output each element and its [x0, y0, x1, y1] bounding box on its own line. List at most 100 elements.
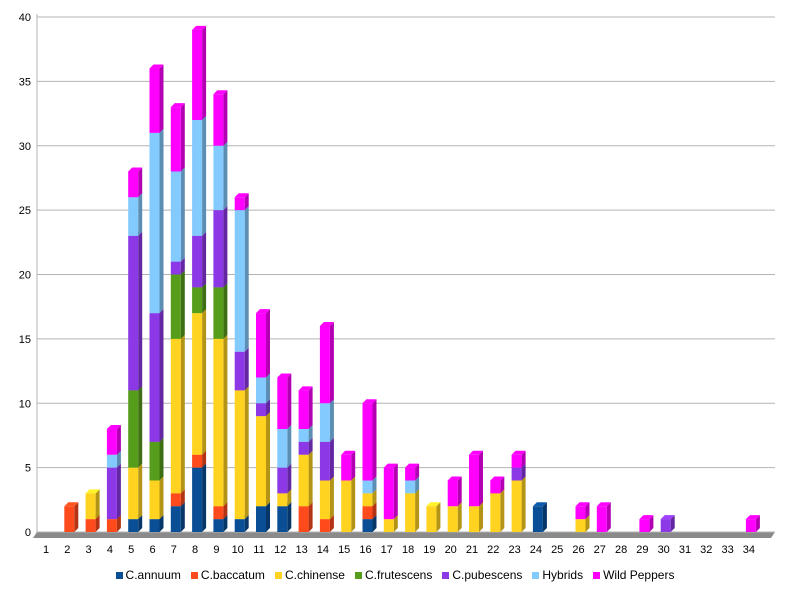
bar-segment	[362, 493, 373, 507]
bar-side	[372, 502, 377, 520]
bar-side	[585, 515, 590, 532]
bar-segment	[170, 107, 181, 172]
bar-segment	[319, 403, 330, 442]
x-tick-label: 14	[317, 544, 329, 556]
bar-segment	[234, 197, 245, 211]
legend-swatch	[593, 571, 601, 579]
legend-item: C.frutescens	[354, 568, 432, 582]
bar-segment	[341, 454, 352, 481]
bar-top	[298, 386, 313, 391]
bar-top	[256, 309, 270, 314]
bar-side	[159, 515, 164, 532]
bar-segment	[447, 480, 458, 507]
bar-segment	[469, 454, 479, 507]
bar-segment	[277, 493, 288, 507]
bar-side	[180, 489, 185, 507]
bar-segment	[85, 519, 96, 532]
bar-side	[180, 257, 185, 275]
bar-segment	[149, 519, 160, 532]
bar-segment	[490, 493, 501, 532]
y-tick-label: 30	[19, 141, 31, 153]
bar-segment	[298, 506, 309, 532]
bar-side	[542, 502, 547, 532]
bar-side	[457, 476, 462, 507]
x-tick-label: 24	[530, 544, 542, 556]
bar-segment	[192, 467, 203, 532]
bar-side	[159, 128, 164, 314]
bar-side	[393, 463, 398, 520]
bar-side	[202, 116, 207, 236]
bar-side	[393, 515, 398, 532]
bar-segment	[405, 467, 416, 481]
bar-side	[372, 399, 377, 481]
x-tick-label: 12	[274, 544, 286, 556]
bar-side	[223, 515, 228, 532]
bar-segment	[298, 441, 309, 455]
bar-segment	[362, 480, 373, 494]
bar-segment	[170, 506, 181, 532]
bar-top	[426, 502, 441, 507]
bar-side	[116, 463, 121, 520]
bar-side	[266, 309, 270, 378]
bar-segment	[426, 506, 437, 532]
bar-side	[500, 489, 505, 532]
x-tick-label: 21	[466, 544, 478, 556]
bar-side	[244, 347, 249, 391]
bar-segment	[234, 390, 245, 520]
x-tick-label: 34	[743, 544, 755, 556]
bar-side	[479, 450, 483, 507]
bar-segment	[298, 454, 309, 507]
bar-segment	[596, 506, 607, 532]
bar-segment	[405, 493, 416, 532]
x-tick-label: 3	[86, 544, 92, 556]
x-tick-label: 7	[171, 544, 177, 556]
bar-segment	[511, 467, 522, 481]
bar-segment	[277, 429, 288, 468]
bar-top	[277, 373, 292, 378]
bar-side	[266, 373, 270, 404]
bar-segment	[319, 441, 330, 481]
bar-side	[287, 373, 292, 429]
y-tick-label: 40	[19, 12, 31, 24]
legend-swatch	[190, 571, 198, 579]
bar-segment	[192, 454, 203, 468]
bar-segment	[213, 145, 224, 211]
bar-side	[180, 270, 185, 339]
bar-side	[202, 25, 207, 120]
bar-segment	[277, 506, 288, 532]
bar-segment	[170, 493, 181, 507]
bar-side	[500, 476, 505, 494]
x-tick-label: 4	[107, 544, 113, 556]
bar-side	[159, 64, 164, 133]
legend-label: C.annuum	[125, 568, 181, 582]
x-tick-label: 23	[508, 544, 520, 556]
bar-segment	[256, 506, 266, 532]
bar-side	[266, 412, 270, 507]
bar-segment	[405, 480, 416, 494]
bar-side	[351, 476, 356, 532]
bar-segment	[575, 519, 586, 532]
bar-side	[95, 515, 100, 532]
x-tick-label: 16	[359, 544, 371, 556]
bar-top	[128, 167, 143, 172]
bar-top	[447, 476, 462, 481]
bar-segment	[256, 403, 266, 417]
legend-swatch	[115, 571, 123, 579]
legend-item: Wild Peppers	[593, 568, 674, 582]
bar-segment	[170, 261, 181, 275]
bar-side	[521, 463, 526, 481]
x-tick-label: 13	[295, 544, 307, 556]
x-tick-label: 1	[43, 544, 49, 556]
bar-top	[639, 515, 654, 520]
x-tick-label: 30	[658, 544, 670, 556]
bar-side	[287, 489, 292, 507]
bar-side	[372, 476, 377, 494]
bar-segment	[128, 197, 139, 236]
bar-segment	[170, 171, 181, 262]
bar-segment	[341, 480, 352, 532]
bar-side	[266, 502, 270, 532]
legend-item: C.chinense	[274, 568, 345, 582]
bar-side	[415, 476, 420, 494]
y-tick-label: 5	[25, 463, 31, 475]
